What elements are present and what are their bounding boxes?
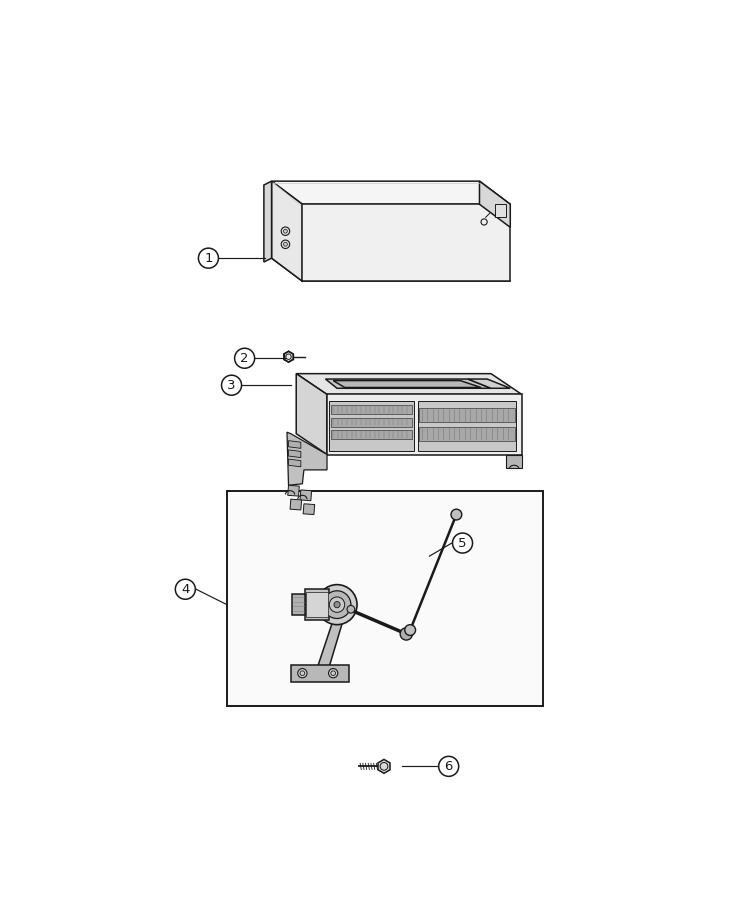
- Polygon shape: [293, 594, 305, 616]
- Polygon shape: [296, 374, 522, 394]
- Polygon shape: [272, 181, 511, 204]
- Text: 2: 2: [240, 352, 249, 365]
- Circle shape: [199, 248, 219, 268]
- Circle shape: [323, 590, 351, 618]
- Polygon shape: [318, 620, 343, 666]
- Circle shape: [453, 533, 473, 554]
- Circle shape: [405, 625, 416, 635]
- Text: 4: 4: [181, 583, 190, 596]
- Text: 1: 1: [205, 252, 213, 265]
- Polygon shape: [272, 181, 302, 281]
- Polygon shape: [306, 592, 328, 617]
- Polygon shape: [288, 441, 301, 448]
- Circle shape: [298, 669, 307, 678]
- Polygon shape: [296, 374, 327, 454]
- Polygon shape: [418, 400, 516, 452]
- Polygon shape: [300, 490, 312, 500]
- Text: 5: 5: [458, 536, 467, 550]
- Text: 6: 6: [445, 760, 453, 773]
- Polygon shape: [288, 450, 301, 457]
- Polygon shape: [302, 204, 511, 281]
- Circle shape: [176, 580, 196, 599]
- Polygon shape: [305, 590, 329, 620]
- Polygon shape: [325, 379, 491, 388]
- Polygon shape: [288, 485, 299, 496]
- Circle shape: [347, 606, 355, 613]
- Circle shape: [284, 242, 288, 247]
- Circle shape: [281, 240, 290, 248]
- Polygon shape: [331, 405, 413, 415]
- Polygon shape: [284, 351, 293, 362]
- Text: 3: 3: [227, 379, 236, 392]
- Polygon shape: [419, 409, 515, 422]
- Polygon shape: [419, 427, 515, 441]
- Polygon shape: [329, 400, 414, 452]
- Polygon shape: [333, 381, 481, 388]
- Circle shape: [329, 597, 345, 612]
- Polygon shape: [331, 430, 413, 439]
- Polygon shape: [290, 500, 302, 510]
- Polygon shape: [331, 418, 413, 427]
- Bar: [227, 491, 542, 706]
- Polygon shape: [290, 665, 348, 681]
- Polygon shape: [303, 504, 315, 515]
- Polygon shape: [468, 379, 511, 388]
- Polygon shape: [288, 459, 301, 467]
- Polygon shape: [378, 760, 390, 773]
- Circle shape: [284, 230, 288, 233]
- Polygon shape: [506, 454, 522, 468]
- Circle shape: [222, 375, 242, 395]
- Circle shape: [281, 227, 290, 236]
- Polygon shape: [495, 204, 506, 217]
- Polygon shape: [479, 181, 511, 228]
- Circle shape: [328, 669, 338, 678]
- Polygon shape: [327, 394, 522, 454]
- Polygon shape: [264, 181, 272, 262]
- Circle shape: [334, 601, 340, 608]
- Circle shape: [317, 585, 357, 625]
- Circle shape: [451, 509, 462, 520]
- Polygon shape: [287, 432, 327, 485]
- Circle shape: [439, 756, 459, 777]
- Circle shape: [235, 348, 255, 368]
- Circle shape: [400, 628, 413, 640]
